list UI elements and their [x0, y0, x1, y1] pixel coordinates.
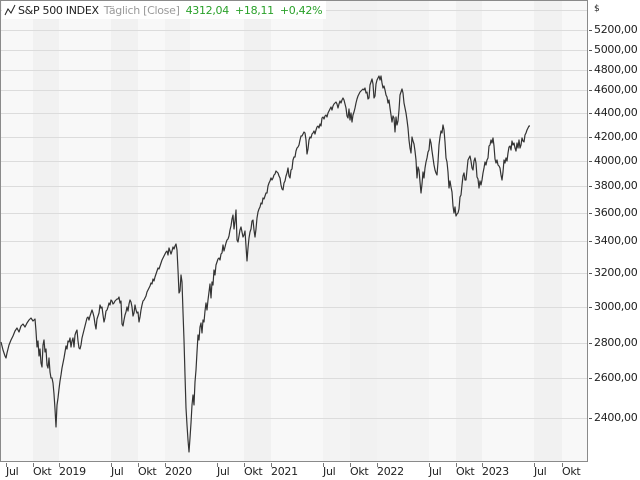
price-line — [0, 75, 530, 453]
x-tick-label: 2023 — [482, 465, 509, 478]
line-chart-icon — [4, 4, 16, 16]
interval-mode: Täglich [Close] — [103, 3, 180, 17]
y-tick-label: 3200,00 — [594, 266, 638, 279]
y-tick-label: 4000,00 — [594, 154, 638, 167]
x-tick-label: 2020 — [165, 465, 192, 478]
y-tick-label: 4600,00 — [594, 83, 638, 96]
x-tick-label: Jul — [217, 465, 230, 478]
x-tick-label: Jul — [6, 465, 19, 478]
y-tick-label: 3000,00 — [594, 300, 638, 313]
x-tick-label: Okt — [244, 465, 263, 478]
x-tick-label: Jul — [111, 465, 124, 478]
instrument-name: S&P 500 INDEX — [18, 3, 99, 17]
y-tick-label: 2400,00 — [594, 411, 638, 424]
last-price: 4312,04 — [185, 3, 230, 17]
x-tick-label: Okt — [562, 465, 581, 478]
y-tick-label: 3600,00 — [594, 206, 638, 219]
y-tick-label: 2600,00 — [594, 371, 638, 384]
chart-legend: S&P 500 INDEX Täglich [Close] 4312,04 +1… — [2, 1, 327, 19]
x-tick-label: Okt — [350, 465, 369, 478]
y-axis-unit: $ — [594, 4, 600, 14]
y-tick-label: 4400,00 — [594, 106, 638, 119]
x-tick-label: Jul — [534, 465, 547, 478]
x-tick-label: Okt — [138, 465, 157, 478]
y-tick-label: 3400,00 — [594, 234, 638, 247]
y-tick-marks — [589, 30, 592, 419]
x-tick-label: 2019 — [59, 465, 86, 478]
plot-frame — [0, 0, 588, 462]
y-tick-label: 3800,00 — [594, 179, 638, 192]
y-tick-label: 5000,00 — [594, 43, 638, 56]
background-bands — [1, 1, 587, 461]
x-tick-label: Jul — [429, 465, 442, 478]
y-tick-label: 4800,00 — [594, 63, 638, 76]
y-tick-label: 2800,00 — [594, 336, 638, 349]
y-tick-label: 5200,00 — [594, 23, 638, 36]
x-tick-label: Okt — [33, 465, 52, 478]
x-tick-label: Jul — [323, 465, 336, 478]
y-tick-label: 4200,00 — [594, 130, 638, 143]
x-tick-marks — [6, 463, 563, 467]
x-tick-label: 2021 — [271, 465, 298, 478]
x-tick-label: Okt — [456, 465, 475, 478]
x-tick-label: 2022 — [377, 465, 404, 478]
price-change-pct: +0,42% — [279, 3, 323, 17]
price-change: +18,11 — [234, 3, 274, 17]
